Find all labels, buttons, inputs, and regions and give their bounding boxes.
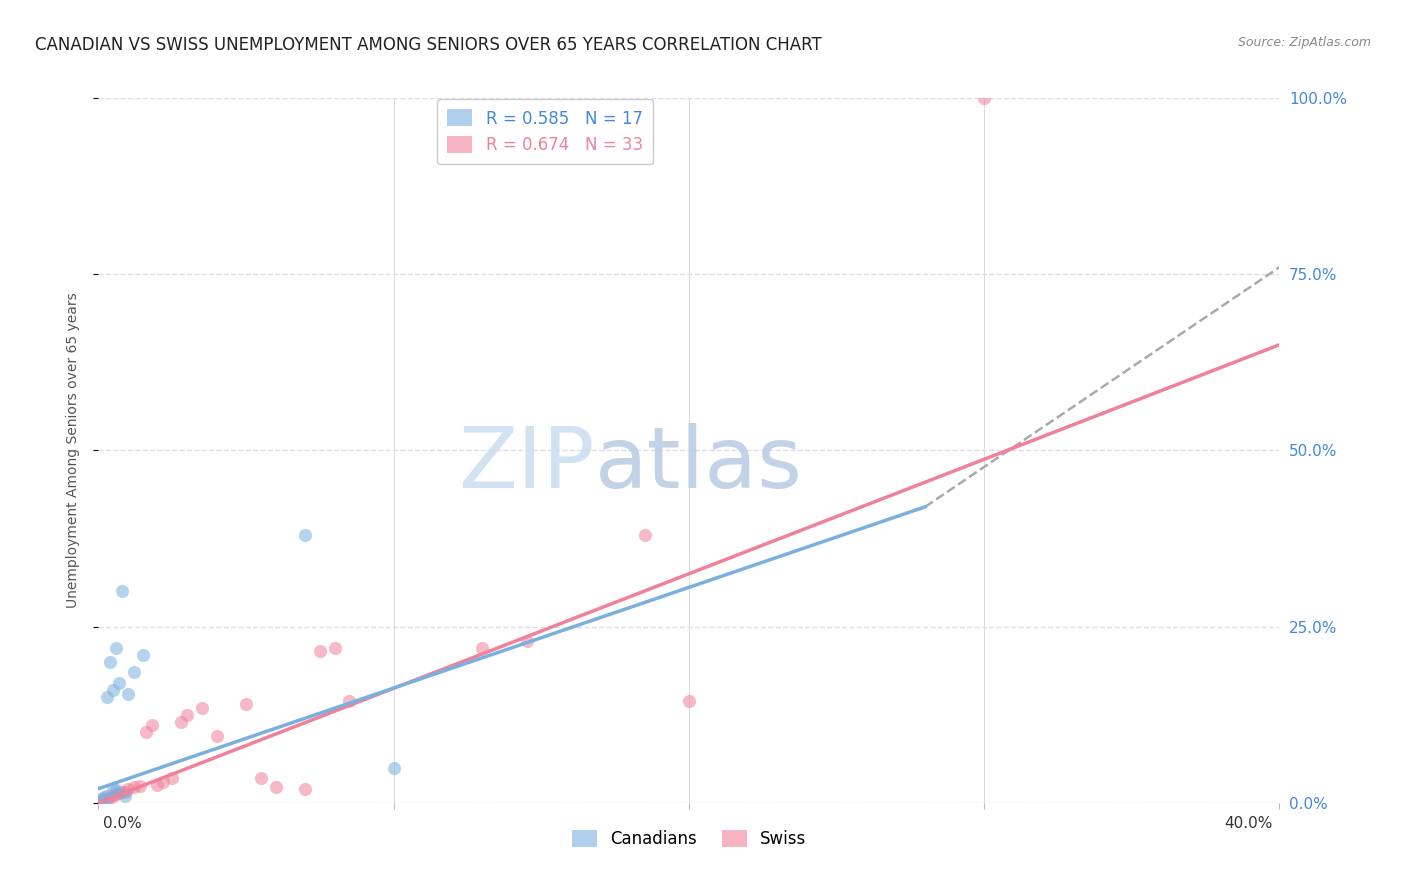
Legend: Canadians, Swiss: Canadians, Swiss (565, 822, 813, 855)
Point (98, 655, 121, 669)
Point (128, 779, 150, 793)
Point (111, 584, 134, 599)
Point (382, 760, 405, 774)
Point (146, 778, 169, 792)
Point (96, 690, 118, 705)
Point (108, 786, 131, 800)
Point (93, 792, 115, 806)
Point (634, 528, 657, 542)
Y-axis label: Unemployment Among Seniors over 65 years: Unemployment Among Seniors over 65 years (66, 293, 80, 608)
Point (264, 780, 287, 795)
Point (205, 729, 228, 743)
Point (117, 781, 139, 796)
Point (516, 633, 538, 648)
Point (96, 791, 118, 805)
Point (122, 665, 145, 680)
Point (105, 783, 128, 797)
Point (191, 700, 214, 714)
Point (122, 780, 145, 795)
Text: 0.0%: 0.0% (103, 816, 142, 831)
Point (98, 790, 121, 805)
Point (309, 644, 332, 658)
Point (114, 784, 136, 798)
Point (294, 528, 316, 542)
Point (103, 789, 125, 803)
Point (135, 725, 157, 739)
Point (162, 771, 183, 785)
Point (103, 781, 125, 796)
Point (105, 788, 128, 802)
Text: 40.0%: 40.0% (1225, 816, 1272, 831)
Point (93, 790, 115, 805)
Point (111, 785, 134, 799)
Point (339, 693, 361, 707)
Point (90, 792, 112, 806)
Text: ZIP: ZIP (458, 423, 595, 506)
Point (117, 687, 139, 701)
Point (108, 676, 131, 690)
Point (294, 781, 316, 796)
Point (250, 771, 273, 785)
Point (96, 789, 118, 803)
Point (103, 683, 125, 698)
Text: Source: ZipAtlas.com: Source: ZipAtlas.com (1237, 36, 1371, 49)
Point (471, 640, 494, 655)
Point (235, 697, 257, 711)
Point (170, 714, 193, 729)
Text: atlas: atlas (595, 423, 803, 506)
Point (678, 693, 700, 707)
Point (114, 789, 136, 803)
Point (323, 640, 346, 655)
Point (105, 640, 128, 655)
Text: CANADIAN VS SWISS UNEMPLOYMENT AMONG SENIORS OVER 65 YEARS CORRELATION CHART: CANADIAN VS SWISS UNEMPLOYMENT AMONG SEN… (35, 36, 823, 54)
Point (973, 91, 995, 105)
Point (141, 718, 163, 732)
Point (152, 774, 174, 789)
Point (132, 648, 155, 662)
Point (90, 794, 112, 808)
Point (176, 707, 198, 722)
